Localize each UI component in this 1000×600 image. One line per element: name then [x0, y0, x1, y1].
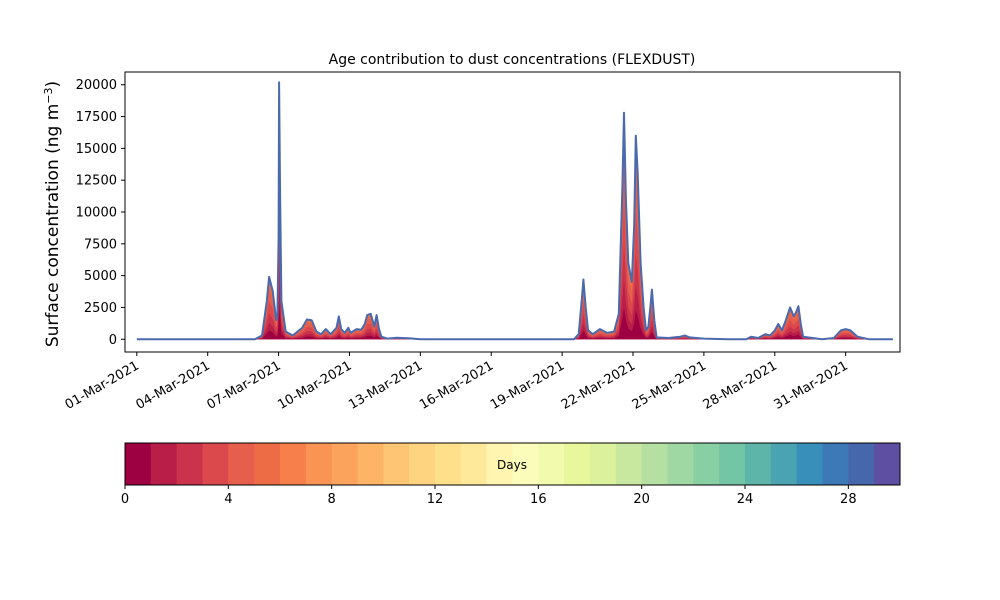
colorbar-tick-label: 0: [121, 492, 129, 507]
colorbar-label: Days: [497, 458, 527, 472]
x-tick-label: 19-Mar-2021: [488, 358, 567, 412]
colorbar-segment: [176, 443, 203, 485]
colorbar-ticks: 0 4 8 12 16 20 24 28: [121, 485, 857, 507]
x-tick-label: 16-Mar-2021: [417, 358, 496, 412]
x-tick-label: 25-Mar-2021: [630, 358, 709, 412]
x-tick-label: 10-Mar-2021: [275, 358, 354, 412]
colorbar-segment: [796, 443, 823, 485]
colorbar-segment: [150, 443, 178, 485]
x-tick-label: 22-Mar-2021: [559, 358, 638, 412]
colorbar-tick-label: 8: [328, 492, 336, 507]
colorbar-segment: [512, 443, 539, 485]
colorbar-segment: [383, 443, 410, 485]
colorbar-segment: [667, 443, 694, 485]
colorbar-tick-label: 28: [840, 492, 857, 507]
colorbar-segment: [590, 443, 617, 485]
colorbar-segment: [460, 443, 488, 485]
x-tick-label: 31-Mar-2021: [772, 358, 851, 412]
y-tick-label: 0: [109, 333, 117, 348]
colorbar-segment: [254, 443, 281, 485]
plot-frame: [124, 71, 901, 353]
colorbar-segment: [770, 443, 798, 485]
colorbar-segment: [641, 443, 668, 485]
x-tick-label: 07-Mar-2021: [204, 358, 283, 412]
colorbar-tick-label: 20: [633, 492, 650, 507]
colorbar: [124, 442, 901, 486]
x-tick-label: 04-Mar-2021: [134, 358, 213, 412]
y-tick-label: 2500: [84, 301, 117, 316]
colorbar-segment: [848, 443, 875, 485]
colorbar-segment: [331, 443, 358, 485]
colorbar-segment: [719, 443, 746, 485]
colorbar-segment: [564, 443, 591, 485]
y-tick-label: 10000: [76, 206, 117, 221]
total-concentration-line: [136, 81, 893, 341]
y-axis: 0 2500 5000 7500 10000 12500 15000 17500 20000: [76, 78, 125, 348]
colorbar-segment: [202, 443, 229, 485]
colorbar-segment: [486, 443, 513, 485]
x-tick-label: 01-Mar-2021: [63, 358, 142, 412]
x-tick-label: 13-Mar-2021: [346, 358, 425, 412]
colorbar-tick-label: 16: [530, 492, 547, 507]
age-band-area: [136, 128, 893, 340]
y-tick-label: 15000: [76, 142, 117, 157]
y-tick-label: 17500: [76, 110, 117, 125]
colorbar-segment: [822, 443, 849, 485]
colorbar-segment: [615, 443, 643, 485]
y-tick-label: 5000: [84, 269, 117, 284]
colorbar-segment: [435, 443, 462, 485]
colorbar-segment: [874, 443, 901, 485]
stacked-areas: [136, 82, 893, 340]
colorbar-tick-label: 12: [427, 492, 444, 507]
colorbar-segment: [125, 443, 152, 485]
x-axis: 01-Mar-202104-Mar-202107-Mar-202110-Mar-…: [63, 352, 851, 413]
colorbar-tick-label: 24: [737, 492, 754, 507]
colorbar-segment: [228, 443, 255, 485]
colorbar-segment: [693, 443, 720, 485]
colorbar-tick-label: 4: [224, 492, 232, 507]
colorbar-segment: [357, 443, 384, 485]
colorbar-segment: [305, 443, 333, 485]
y-tick-label: 7500: [84, 237, 117, 252]
y-tick-label: 12500: [76, 174, 117, 189]
age-band-area: [136, 82, 893, 340]
age-band-area: [136, 179, 893, 340]
colorbar-segment: [409, 443, 436, 485]
colorbar-segment: [745, 443, 772, 485]
y-axis-label: Surface concentration (ng m−3): [42, 81, 64, 347]
y-tick-label: 20000: [76, 78, 117, 93]
x-tick-label: 28-Mar-2021: [701, 358, 780, 412]
age-band-area: [136, 231, 893, 340]
total-outline: [136, 81, 893, 341]
colorbar-segment: [538, 443, 565, 485]
colorbar-frame: [124, 442, 901, 486]
colorbar-segment: [280, 443, 307, 485]
chart-title: Age contribution to dust concentrations …: [329, 52, 696, 68]
